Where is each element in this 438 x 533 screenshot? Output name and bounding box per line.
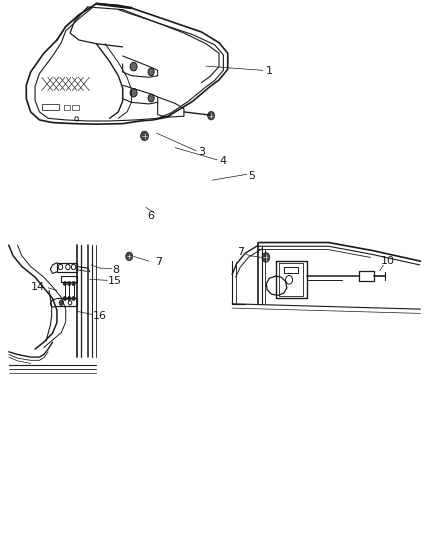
Circle shape <box>72 296 75 301</box>
Bar <box>42 104 59 110</box>
Circle shape <box>130 88 137 97</box>
Bar <box>72 105 79 110</box>
Text: 14: 14 <box>31 282 45 292</box>
Circle shape <box>72 281 75 286</box>
Text: 10: 10 <box>381 256 395 266</box>
Text: 8: 8 <box>113 265 120 274</box>
Circle shape <box>130 62 137 71</box>
Circle shape <box>208 111 215 120</box>
Circle shape <box>67 281 71 286</box>
Circle shape <box>141 131 148 141</box>
Text: 1: 1 <box>265 67 272 76</box>
Text: 5: 5 <box>248 171 255 181</box>
Circle shape <box>59 300 64 305</box>
Circle shape <box>148 68 154 76</box>
Text: 7: 7 <box>155 257 162 267</box>
Text: 3: 3 <box>198 148 205 157</box>
Text: 4: 4 <box>219 157 226 166</box>
Text: 7: 7 <box>237 247 244 256</box>
Text: 15: 15 <box>108 277 122 286</box>
Bar <box>64 105 70 110</box>
Circle shape <box>67 296 71 301</box>
Circle shape <box>262 253 270 262</box>
Circle shape <box>148 94 154 102</box>
Circle shape <box>126 252 133 261</box>
Text: 16: 16 <box>93 311 107 320</box>
Text: 6: 6 <box>148 212 155 221</box>
Circle shape <box>63 296 67 301</box>
Circle shape <box>63 281 67 286</box>
